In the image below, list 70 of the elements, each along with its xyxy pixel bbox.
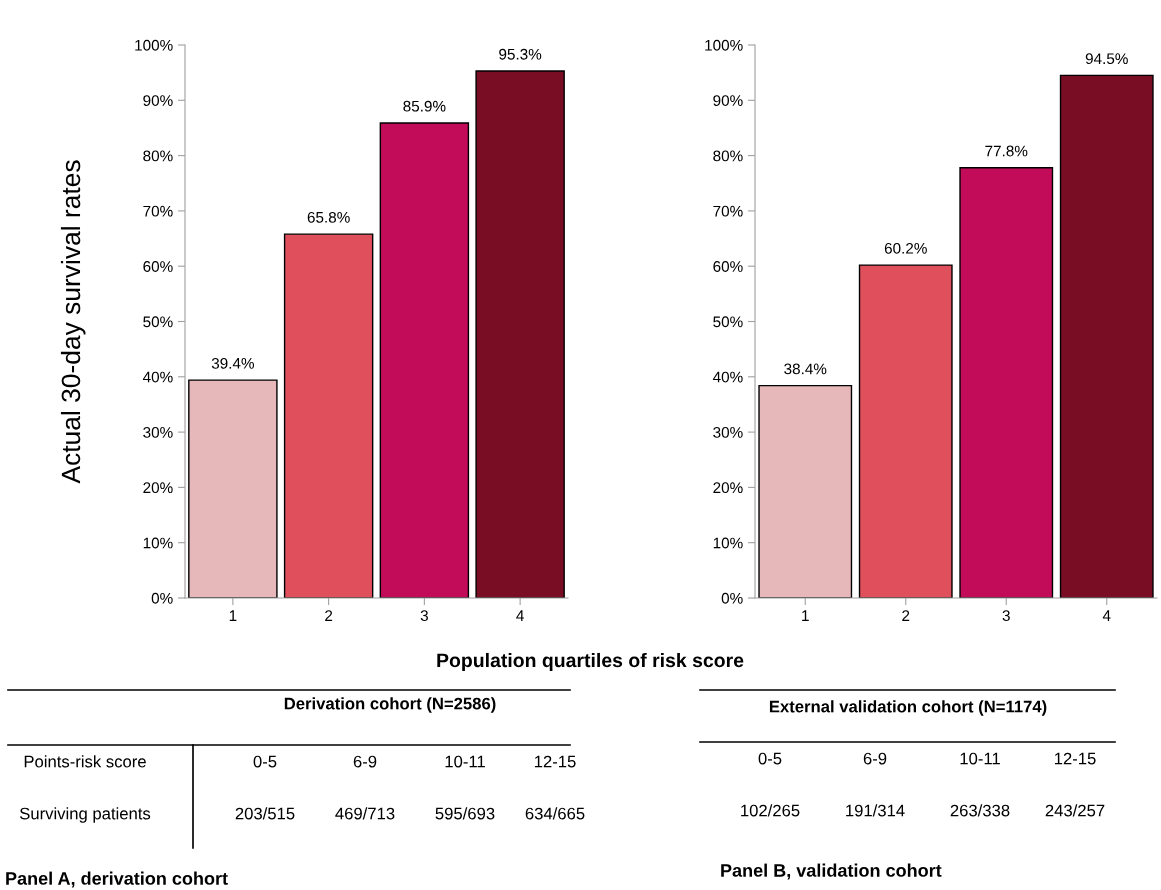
bar — [858, 264, 953, 598]
x-tick-label: 2 — [902, 610, 910, 621]
y-tick-label: 30% — [143, 426, 173, 438]
y-tick-label: 100% — [705, 39, 743, 51]
y-tick-label: 0% — [721, 592, 743, 604]
text: 595/693 — [435, 807, 495, 820]
data-label: 95.3% — [499, 48, 542, 60]
y-tick-label: 90% — [143, 95, 173, 106]
text: 634/665 — [525, 807, 585, 820]
data-label: 38.4% — [784, 363, 827, 375]
data-label: 77.8% — [985, 145, 1028, 157]
y-tick-label: 100% — [135, 39, 173, 51]
y-tick-label: 50% — [713, 316, 743, 328]
text: Surviving patients — [19, 807, 151, 823]
y-tick-label: 70% — [713, 205, 743, 217]
y-tick-label: 60% — [143, 261, 173, 272]
text: Derivation cohort (N=2586) — [284, 697, 496, 713]
text: 6-9 — [863, 752, 887, 765]
data-label: 60.2% — [884, 242, 927, 254]
data-label: 85.9% — [403, 100, 446, 112]
bar — [959, 167, 1054, 598]
data-label: 94.5% — [1085, 53, 1128, 65]
x-tick-label: 2 — [325, 610, 333, 621]
y-tick-label: 40% — [142, 371, 173, 383]
y-tick-label: 90% — [713, 95, 743, 106]
text: 263/338 — [950, 804, 1010, 817]
text: 0-5 — [758, 752, 782, 765]
data-label: 65.8% — [307, 211, 350, 223]
text: Panel A, derivation cohort — [6, 871, 228, 888]
y-tick-label: 60% — [713, 261, 743, 272]
text: 12-15 — [1054, 752, 1096, 765]
text: 102/265 — [741, 804, 800, 817]
y-tick-label: 70% — [143, 205, 173, 217]
bar — [188, 379, 278, 598]
y-tick-label: 10% — [713, 537, 743, 549]
text: 0-5 — [253, 755, 277, 768]
text: 6-9 — [353, 755, 377, 768]
y-tick-label: 80% — [713, 150, 743, 162]
bar — [758, 384, 853, 598]
y-tick-label: 30% — [713, 426, 743, 438]
bar — [283, 233, 374, 598]
text: 469/713 — [335, 807, 395, 820]
x-tick-label: 1 — [802, 610, 809, 621]
x-tick-label: 1 — [229, 610, 237, 621]
text: 243/257 — [1045, 804, 1105, 817]
x-tick-label: 3 — [420, 610, 428, 622]
text: Points-risk score — [24, 755, 146, 768]
y-tick-label: 80% — [143, 150, 173, 162]
x-tick-label: 4 — [516, 610, 524, 621]
text: 203/515 — [235, 807, 295, 820]
text: External validation cohort (N=1174) — [769, 700, 1047, 716]
x-axis-title: Population quartiles of risk score — [437, 652, 744, 672]
text: 191/314 — [846, 804, 905, 817]
y-tick-label: 50% — [143, 316, 173, 328]
y-axis-title: Actual 30-day survival rates — [60, 160, 86, 484]
bar — [1059, 74, 1154, 598]
text: Panel B, validation cohort — [721, 863, 942, 880]
text: 10-11 — [445, 755, 485, 768]
y-tick-label: 10% — [143, 537, 173, 549]
y-tick-label: 40% — [712, 371, 743, 383]
bar — [475, 70, 565, 598]
y-tick-label: 20% — [713, 482, 743, 494]
text: 12-15 — [534, 755, 576, 768]
data-label: 39.4% — [211, 357, 254, 369]
x-tick-label: 3 — [1002, 610, 1010, 622]
bar — [379, 122, 470, 598]
text: 10-11 — [960, 752, 1000, 765]
y-tick-label: 20% — [143, 482, 173, 494]
y-tick-label: 0% — [151, 592, 173, 604]
x-tick-label: 4 — [1102, 610, 1111, 621]
